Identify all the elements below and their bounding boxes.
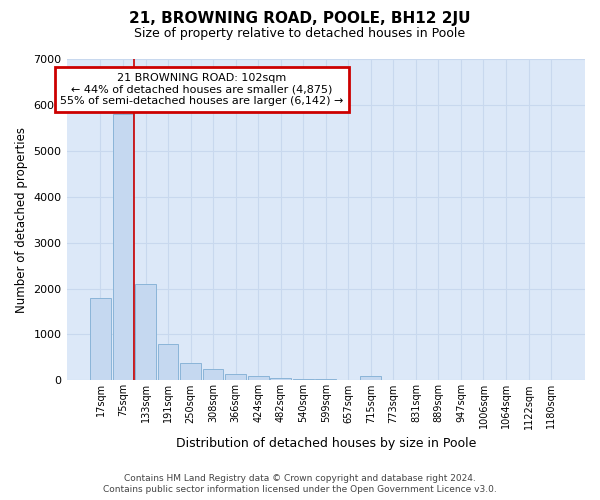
Text: 21, BROWNING ROAD, POOLE, BH12 2JU: 21, BROWNING ROAD, POOLE, BH12 2JU bbox=[129, 11, 471, 26]
Text: Size of property relative to detached houses in Poole: Size of property relative to detached ho… bbox=[134, 28, 466, 40]
Bar bbox=[271, 378, 291, 380]
Bar bbox=[180, 363, 201, 380]
Bar bbox=[158, 344, 178, 380]
Bar bbox=[90, 298, 111, 380]
Bar bbox=[225, 374, 246, 380]
Bar bbox=[135, 284, 156, 380]
Bar bbox=[248, 376, 269, 380]
Bar bbox=[203, 370, 223, 380]
Y-axis label: Number of detached properties: Number of detached properties bbox=[15, 126, 28, 312]
Bar bbox=[361, 376, 381, 380]
Text: 21 BROWNING ROAD: 102sqm
← 44% of detached houses are smaller (4,875)
55% of sem: 21 BROWNING ROAD: 102sqm ← 44% of detach… bbox=[60, 73, 344, 106]
Bar bbox=[293, 379, 314, 380]
Text: Contains HM Land Registry data © Crown copyright and database right 2024.
Contai: Contains HM Land Registry data © Crown c… bbox=[103, 474, 497, 494]
Bar bbox=[113, 114, 133, 380]
X-axis label: Distribution of detached houses by size in Poole: Distribution of detached houses by size … bbox=[176, 437, 476, 450]
